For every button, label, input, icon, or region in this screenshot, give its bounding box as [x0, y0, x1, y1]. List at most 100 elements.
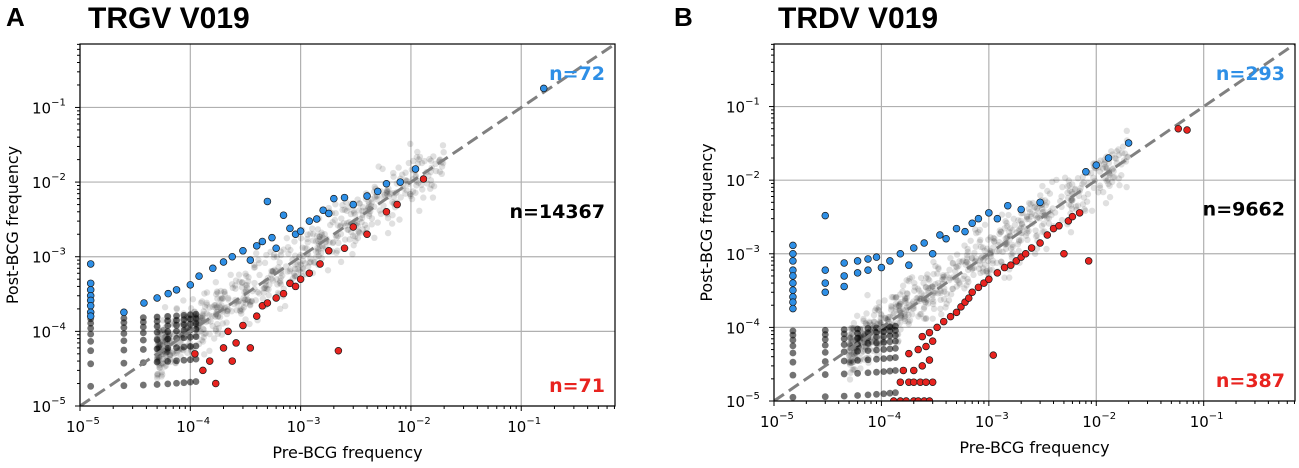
neutral-point [943, 271, 950, 279]
neutral-point [180, 313, 188, 321]
neutral-point [947, 254, 954, 262]
neutral-point [334, 222, 342, 229]
neutral-point [1099, 165, 1106, 172]
neutral-point [154, 345, 161, 352]
identity-line [774, 44, 1295, 401]
neutral-point [1009, 241, 1016, 249]
neutral-point [846, 331, 853, 339]
neutral-point [310, 259, 318, 266]
increased-point [1092, 161, 1101, 169]
increased-point [86, 260, 95, 268]
neutral-point [855, 335, 862, 342]
neutral-point [260, 289, 267, 296]
neutral-point [873, 355, 880, 363]
neutral-point [880, 390, 888, 398]
neutral-point [139, 329, 147, 337]
neutral-point [359, 226, 366, 233]
neutral-point [789, 371, 797, 379]
neutral-point [1024, 236, 1031, 244]
increased-point [789, 286, 797, 294]
neutral-point [223, 304, 231, 311]
neutral-point [162, 333, 169, 341]
neutral-point [262, 284, 269, 292]
neutral-point [959, 275, 967, 283]
neutral-point [1017, 224, 1025, 231]
neutral-point [1006, 236, 1013, 243]
panel-title: TRGV V019 [88, 2, 250, 35]
neutral-point [1124, 153, 1132, 160]
neutral-point [358, 219, 365, 226]
neutral-point [159, 342, 167, 349]
decreased-point [239, 321, 247, 330]
neutral-point [159, 317, 167, 324]
neutral-point [913, 295, 920, 302]
neutral-point [993, 247, 1001, 255]
neutral-point [159, 360, 167, 368]
decreased-point [363, 230, 371, 239]
neutral-point [871, 322, 878, 330]
neutral-point [1118, 149, 1126, 157]
increased-point [886, 257, 894, 265]
neutral-point [154, 344, 162, 352]
increased-point [789, 298, 797, 306]
neutral-point [262, 282, 270, 289]
neutral-point [214, 289, 221, 296]
neutral-point [985, 257, 992, 265]
neutral-point [821, 393, 829, 401]
neutral-point [218, 331, 226, 338]
neutral-point [880, 333, 888, 340]
neutral-point [851, 352, 859, 359]
neutral-point [875, 304, 883, 311]
neutral-point [1108, 148, 1115, 155]
neutral-point [347, 210, 355, 218]
neutral-point [1033, 205, 1041, 212]
neutral-point [1017, 217, 1024, 224]
neutral-point [887, 302, 895, 310]
neutral-point [789, 327, 797, 335]
neutral-point [1074, 175, 1082, 182]
neutral-point [440, 148, 447, 156]
increased-point [993, 214, 1002, 223]
neutral-point [139, 323, 147, 331]
neutral-point [387, 190, 394, 198]
neutral-point [309, 225, 316, 232]
neutral-point [243, 284, 251, 291]
neutral-point [868, 339, 876, 346]
neutral-point [318, 255, 325, 262]
neutral-point [928, 283, 936, 290]
neutral-point [318, 231, 326, 238]
neutral-point [251, 279, 258, 287]
y-tick-label: 10−4 [32, 321, 66, 341]
neutral-point [180, 379, 188, 387]
neutral-point [850, 351, 858, 358]
neutral-point [153, 345, 161, 353]
neutral-point [224, 294, 232, 302]
neutral-point [863, 310, 870, 317]
neutral-point [156, 353, 163, 361]
neutral-point [183, 324, 191, 332]
neutral-point [266, 281, 273, 288]
neutral-point [882, 315, 889, 322]
neutral-point [163, 348, 171, 356]
neutral-point [915, 313, 922, 320]
neutral-point [956, 258, 963, 265]
neutral-point [263, 285, 271, 293]
neutral-point [181, 323, 188, 331]
neutral-point [219, 320, 227, 327]
neutral-point [852, 354, 859, 362]
neutral-point [867, 325, 874, 333]
neutral-point [856, 357, 863, 365]
neutral-point [154, 338, 162, 346]
decreased-point [922, 342, 930, 351]
neutral-point [155, 354, 163, 362]
decreased-point [1007, 261, 1015, 269]
neutral-point [120, 330, 128, 337]
neutral-point [840, 370, 848, 378]
neutral-point [267, 248, 274, 256]
neutral-point [160, 326, 167, 334]
neutral-point [1022, 232, 1030, 239]
neutral-point [388, 220, 396, 227]
neutral-point [847, 337, 855, 344]
neutral-point [859, 340, 866, 347]
neutral-point [139, 336, 147, 344]
